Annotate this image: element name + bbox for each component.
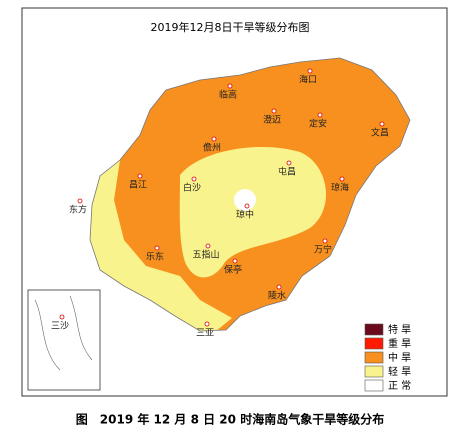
light-drought-center [179,146,327,278]
city-dot [322,238,328,244]
city-dot [137,173,143,179]
city-label: 琼中 [236,209,254,221]
city-label: 乐东 [146,251,164,263]
legend-swatch [364,351,384,364]
city-dot [205,243,211,249]
city-dot [59,314,65,320]
legend-label: 正 常 [388,379,411,392]
city-label: 琼海 [331,182,349,194]
city-label: 澄迈 [263,114,281,126]
city-label: 儋州 [203,142,221,154]
city-label: 临高 [219,89,237,101]
city-label: 五指山 [192,249,219,261]
legend-swatch [364,323,384,336]
city-label: 东方 [69,204,87,216]
city-dot [317,112,323,118]
city-dot [154,245,160,251]
city-dot [232,258,238,264]
city-label: 屯昌 [278,166,296,178]
city-dot [339,176,345,182]
city-label: 陵水 [268,290,286,302]
city-dot [191,176,197,182]
legend-label: 轻 旱 [388,365,411,378]
city-label: 三亚 [196,328,214,339]
legend-swatch [364,379,384,392]
city-dot [286,160,292,166]
city-dot [211,136,217,142]
city-dot [379,121,385,127]
city-label: 三沙 [51,321,69,332]
city-label: 文昌 [371,127,389,139]
city-label: 万宁 [314,244,332,256]
legend-swatch [364,365,384,378]
city-dot [271,108,277,114]
city-dot [77,198,83,204]
city-dot [276,284,282,290]
legend-label: 重 旱 [388,337,411,350]
city-dot [307,68,313,74]
legend-label: 特 旱 [388,324,411,336]
legend-label: 中 旱 [388,351,411,364]
map-title: 2019年12月8日干旱等级分布图 [151,20,310,34]
city-dot [227,83,233,89]
legend-swatch [364,337,384,350]
normal-area [234,189,256,211]
caption: 图 2019 年 12 月 8 日 20 时海南岛气象干旱等级分布 [76,412,384,427]
city-label: 保亭 [224,264,242,276]
city-dot [204,321,210,327]
city-label: 定安 [309,118,327,130]
coastline [89,57,411,332]
inset-map [27,289,101,391]
city-label: 海口 [299,74,317,86]
inset-coast [34,295,93,371]
city-label: 白沙 [183,182,201,194]
city-label: 昌江 [129,180,147,191]
city-dot [244,203,250,209]
